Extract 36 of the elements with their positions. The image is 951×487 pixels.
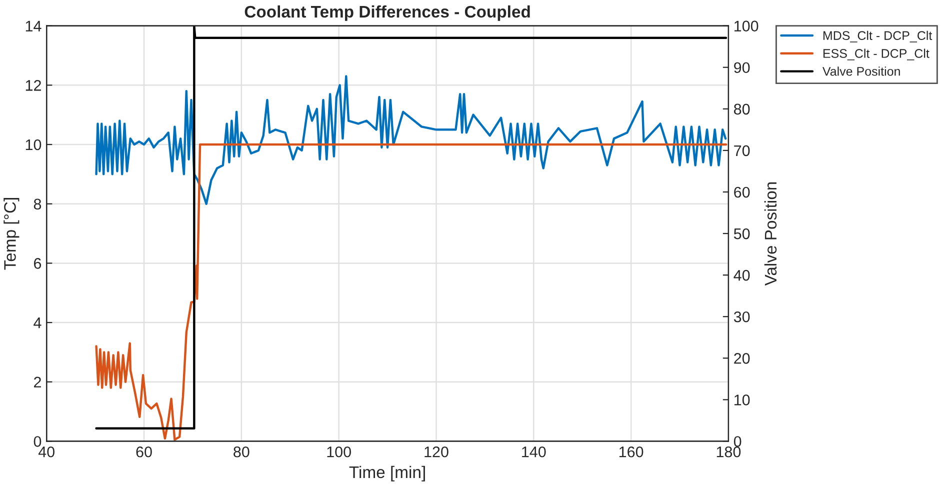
x-tick-label: 160 xyxy=(619,446,644,458)
line-series xyxy=(95,75,727,205)
x-tick-label: 120 xyxy=(424,446,448,458)
y2-tick-label: 70 xyxy=(734,145,750,156)
y-tick-label: 4 xyxy=(34,318,42,328)
y2-tick-label: 0 xyxy=(734,436,742,447)
y-tick-label: 2 xyxy=(34,376,41,388)
y2-tick-label: 30 xyxy=(734,311,750,322)
y-tick-label: 12 xyxy=(26,80,41,91)
y-tick-label: 8 xyxy=(34,198,42,210)
x-tick-label: 100 xyxy=(327,446,351,458)
y-axis-title: Temp [°C] xyxy=(4,198,20,270)
legend-label: Valve Position xyxy=(822,66,900,76)
y2-tick-label: 40 xyxy=(734,270,750,281)
y-tick-label: 0 xyxy=(34,436,42,447)
y2-tick-label: 100 xyxy=(734,20,758,32)
y2-tick-label: 90 xyxy=(734,62,750,74)
y2-axis-title: Valve Position xyxy=(764,182,777,286)
y2-tick-label: 10 xyxy=(734,394,750,406)
y-tick-label: 10 xyxy=(26,139,42,150)
y2-tick-label: 50 xyxy=(734,228,750,240)
x-axis-title: Time [min] xyxy=(349,466,425,482)
x-tick-label: 180 xyxy=(716,446,741,458)
line-series xyxy=(95,143,728,441)
chart-title: Coolant Temp Differences - Coupled xyxy=(244,5,530,21)
x-tick-label: 40 xyxy=(38,446,54,458)
legend-label: MDS_Clt - DCP_Clt xyxy=(823,30,932,42)
x-tick-label: 60 xyxy=(136,446,152,458)
x-tick-label: 80 xyxy=(234,446,250,458)
legend-label: ESS_Clt - DCP_Clt xyxy=(823,48,930,60)
y-tick-label: 6 xyxy=(34,258,42,269)
y-tick-label: 14 xyxy=(26,20,42,32)
y2-tick-label: 20 xyxy=(734,353,750,364)
y2-tick-label: 80 xyxy=(734,104,750,115)
y2-tick-label: 60 xyxy=(734,186,750,198)
x-tick-label: 140 xyxy=(522,446,546,458)
